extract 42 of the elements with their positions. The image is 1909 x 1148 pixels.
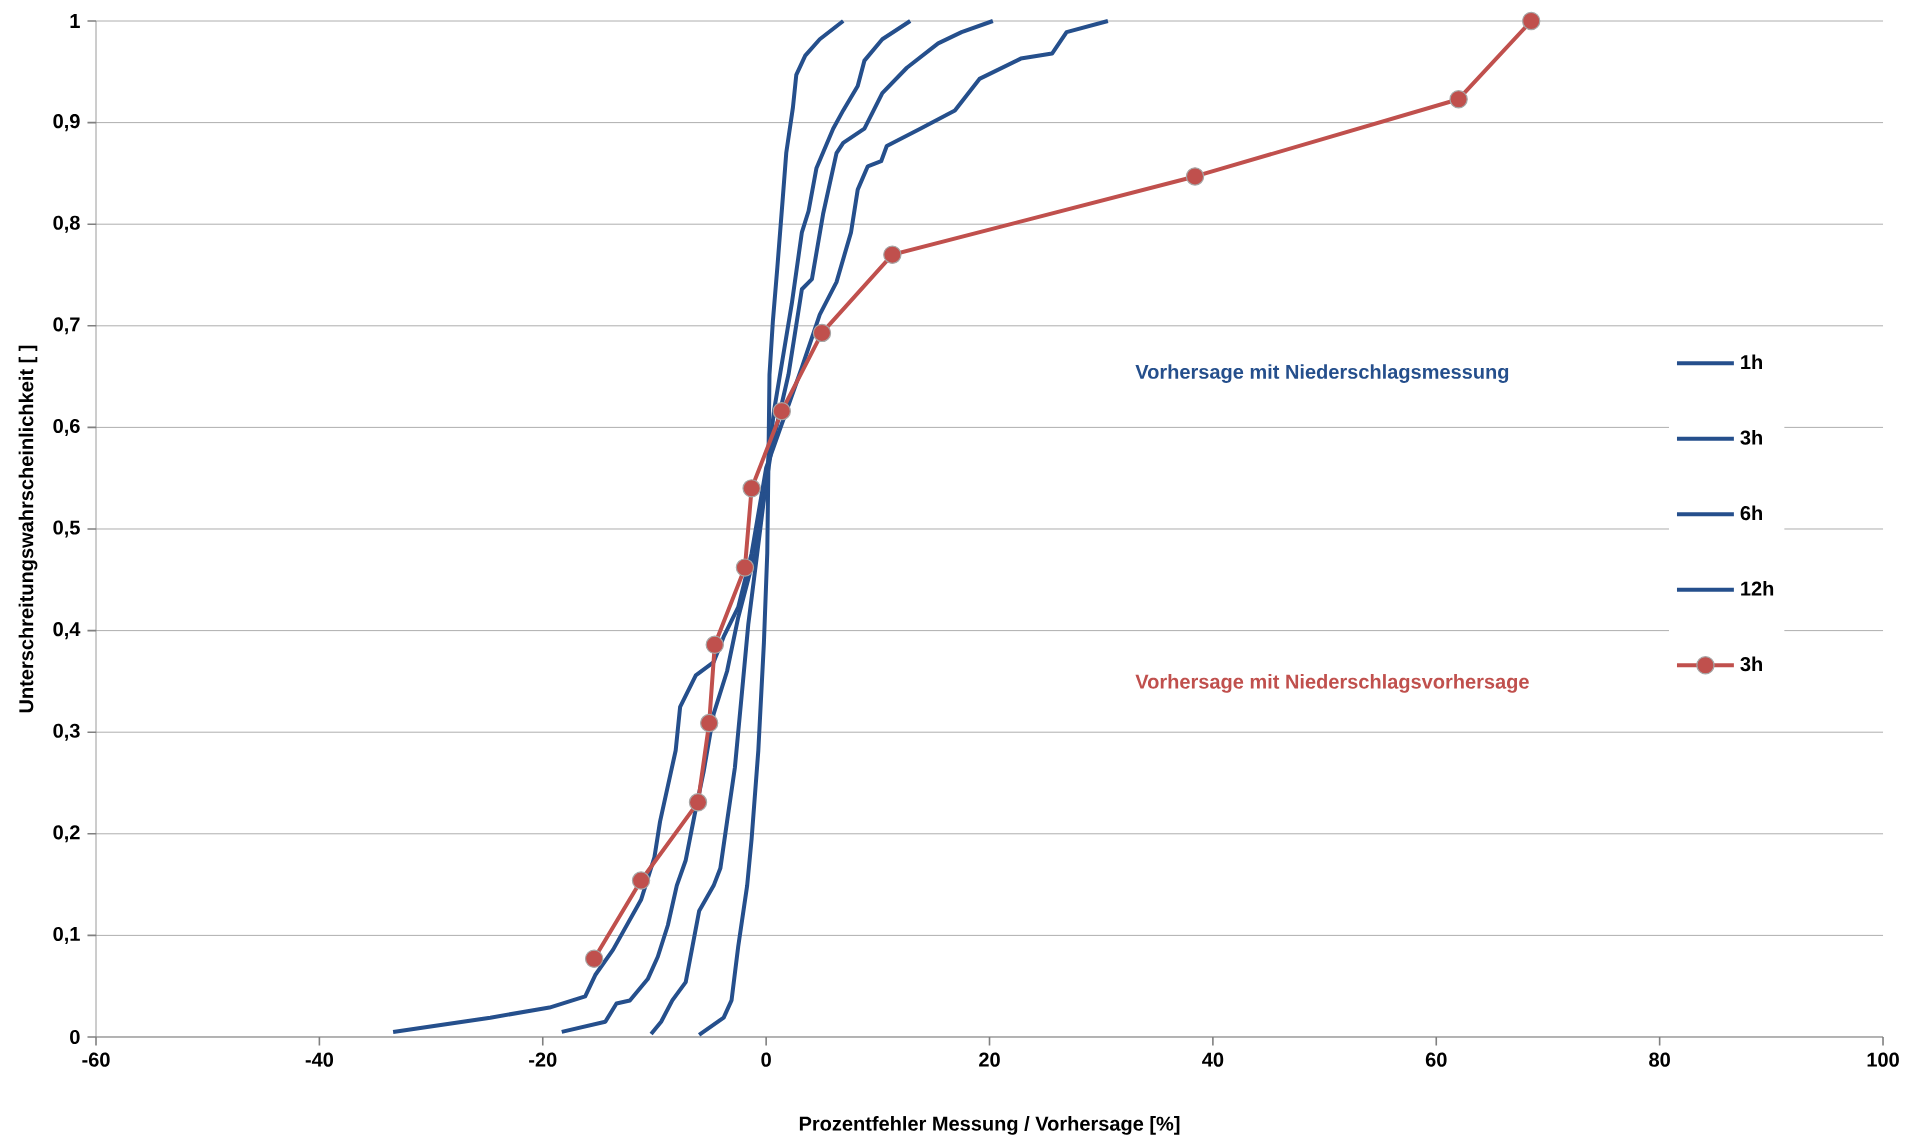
y-tick-label: 0,7 [53, 317, 80, 335]
y-tick-label: 0,9 [53, 114, 80, 132]
y-tick-label: 0 [70, 1029, 80, 1045]
point [772, 401, 791, 421]
point [735, 558, 755, 577]
point [742, 479, 761, 498]
x-tick-label: 0 [761, 1052, 771, 1067]
point [1185, 167, 1205, 186]
point [812, 323, 832, 343]
annotation: Vorhersage mit Niederschlagsmessung [1135, 364, 1509, 383]
y-tick-label: 0,1 [53, 926, 80, 944]
x-axis-title: Prozentfehler Messung / Vorhersage [%] [799, 1116, 1180, 1135]
y-tick-label: 0,3 [53, 723, 80, 741]
x-tick-label: 80 [1649, 1052, 1670, 1067]
x-tick-label: 100 [1867, 1052, 1899, 1067]
x-tick-label: -40 [305, 1052, 334, 1067]
y-tick-label: 0,8 [53, 215, 80, 233]
annotation: Vorhersage mit Niederschlagsvorhersage [1135, 674, 1529, 693]
y-tick-label: 1 [70, 14, 80, 28]
y-tick-label: 0,6 [53, 418, 80, 436]
x-tick-label: 20 [979, 1052, 1000, 1067]
point [883, 245, 902, 264]
legend-label: 6h [1740, 505, 1762, 521]
y-tick-label: 0,4 [53, 622, 81, 640]
x-tick-label: 40 [1202, 1052, 1224, 1067]
y-tick-label: 0,5 [53, 520, 80, 538]
x-tick-label: -20 [529, 1052, 557, 1067]
legend-label: 1h [1741, 354, 1762, 370]
point [584, 949, 604, 968]
point [631, 871, 651, 890]
x-tick-label: 60 [1425, 1052, 1447, 1067]
y-tick-label: 0,2 [53, 825, 80, 843]
point [705, 635, 724, 655]
x-tick-label: -60 [82, 1052, 110, 1067]
point [1449, 90, 1468, 109]
legend-label: 3h [1740, 430, 1762, 445]
point [688, 793, 708, 812]
y-axis-title: Unterschreitungswahrscheinlichkeit [ ] [18, 345, 38, 713]
point [1522, 11, 1541, 31]
legend-label: 12h [1741, 581, 1774, 596]
legend-label: 3h [1740, 656, 1762, 672]
point [699, 713, 719, 733]
